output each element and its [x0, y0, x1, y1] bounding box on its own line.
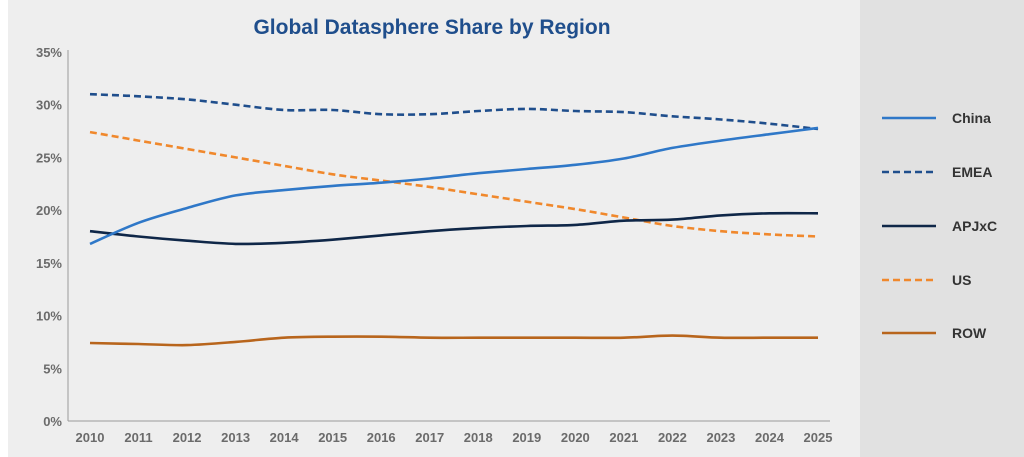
x-tick-label: 2017: [415, 430, 444, 445]
y-tick-label: 10%: [36, 309, 62, 324]
series-line-emea: [89, 92, 819, 131]
y-tick-label: 30%: [36, 98, 62, 113]
legend: China EMEA APJxC US ROW: [882, 110, 997, 341]
series-line-apjxc: [89, 211, 819, 246]
legend-label-row: ROW: [952, 325, 987, 341]
x-tick-label: 2020: [561, 430, 590, 445]
y-tick-label: 25%: [36, 150, 62, 165]
series-lines: [89, 92, 819, 347]
y-tick-label: 20%: [36, 203, 62, 218]
chart-title: Global Datasphere Share by Region: [253, 16, 610, 39]
legend-label-us: US: [952, 272, 971, 288]
series-line-us: [89, 130, 819, 238]
y-axis: 0% 5% 10% 15% 20% 25% 30% 35%: [36, 45, 69, 429]
y-tick-label: 35%: [36, 45, 62, 60]
x-tick-label: 2015: [318, 430, 347, 445]
x-tick-label: 2023: [706, 430, 735, 445]
plot-panel: [8, 0, 860, 457]
x-tick-label: 2022: [658, 430, 687, 445]
y-tick-label: 5%: [43, 361, 62, 376]
x-tick-label: 2019: [512, 430, 541, 445]
legend-label-emea: EMEA: [952, 164, 992, 180]
x-tick-label: 2011: [124, 430, 152, 445]
x-tick-label: 2010: [76, 430, 105, 445]
x-axis: 2010 2011 2012 2013 2014 2015 2016 2017 2018 2019…: [68, 420, 833, 445]
x-tick-label: 2016: [367, 430, 396, 445]
x-tick-label: 2018: [464, 430, 493, 445]
legend-label-apjxc: APJxC: [952, 218, 997, 234]
x-tick-label: 2012: [173, 430, 202, 445]
x-tick-label: 2014: [270, 430, 300, 445]
series-line-row: [89, 334, 818, 347]
legend-panel: [860, 0, 1024, 457]
x-tick-label: 2024: [755, 430, 785, 445]
series-line-china: [89, 126, 819, 246]
x-tick-label: 2025: [804, 430, 833, 445]
y-tick-label: 0%: [43, 414, 62, 429]
y-tick-label: 15%: [36, 256, 62, 271]
x-tick-label: 2013: [221, 430, 250, 445]
legend-label-china: China: [952, 110, 991, 126]
x-tick-label: 2021: [609, 430, 638, 445]
